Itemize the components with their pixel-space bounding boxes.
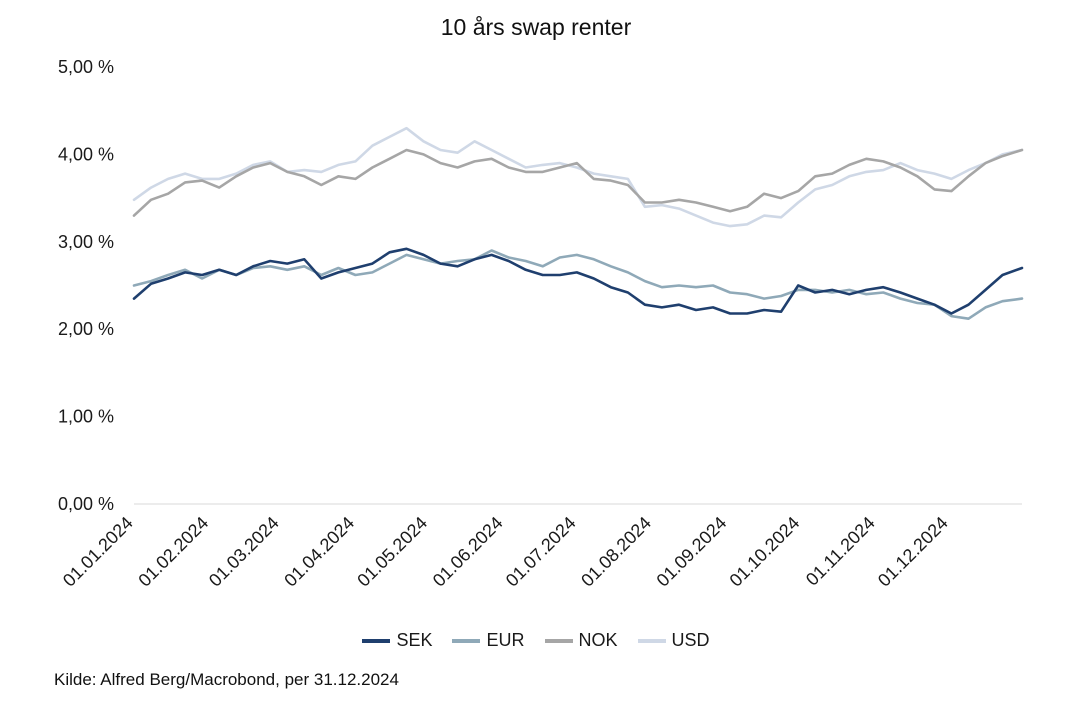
series-line-sek <box>132 247 1024 315</box>
x-tick-label: 01.06.2024 <box>429 513 507 591</box>
chart-source: Kilde: Alfred Berg/Macrobond, per 31.12.… <box>54 670 399 689</box>
legend-swatch <box>544 638 573 643</box>
x-tick-label: 01.10.2024 <box>726 513 804 591</box>
legend-label: EUR <box>486 630 525 650</box>
legend-item-eur: EUR <box>452 630 525 651</box>
legend-swatch <box>452 638 481 643</box>
legend-label: USD <box>671 630 710 650</box>
legend-item-usd: USD <box>637 630 710 651</box>
x-tick-label: 01.04.2024 <box>280 513 358 591</box>
legend-item-nok: NOK <box>544 630 618 651</box>
x-tick-label: 01.02.2024 <box>134 513 212 591</box>
legend-label: SEK <box>396 630 433 650</box>
series-line-nok <box>132 148 1024 217</box>
y-tick-label: 3,00 % <box>58 232 114 252</box>
y-tick-label: 5,00 % <box>58 57 114 77</box>
y-tick-label: 0,00 % <box>58 494 114 514</box>
x-tick-label: 01.03.2024 <box>205 513 283 591</box>
y-tick-label: 1,00 % <box>58 407 114 427</box>
y-tick-label: 4,00 % <box>58 144 114 164</box>
x-tick-label: 01.08.2024 <box>577 513 655 591</box>
x-tick-label: 01.12.2024 <box>874 513 952 591</box>
legend-item-sek: SEK <box>362 630 432 651</box>
legend-swatch <box>362 638 391 643</box>
series-line-eur <box>132 249 1024 321</box>
chart-title: 10 års swap renter <box>440 14 632 40</box>
x-tick-label: 01.05.2024 <box>353 513 431 591</box>
x-tick-label: 01.07.2024 <box>502 513 580 591</box>
series-line-usd <box>132 126 1024 228</box>
legend-swatch <box>637 638 666 643</box>
y-tick-label: 2,00 % <box>58 319 114 339</box>
x-tick-label: 01.01.2024 <box>59 513 137 591</box>
x-tick-label: 01.09.2024 <box>653 513 731 591</box>
chart-legend: SEK EUR NOK USD <box>0 630 1072 651</box>
legend-label: NOK <box>578 630 618 650</box>
x-tick-label: 01.11.2024 <box>802 513 879 590</box>
